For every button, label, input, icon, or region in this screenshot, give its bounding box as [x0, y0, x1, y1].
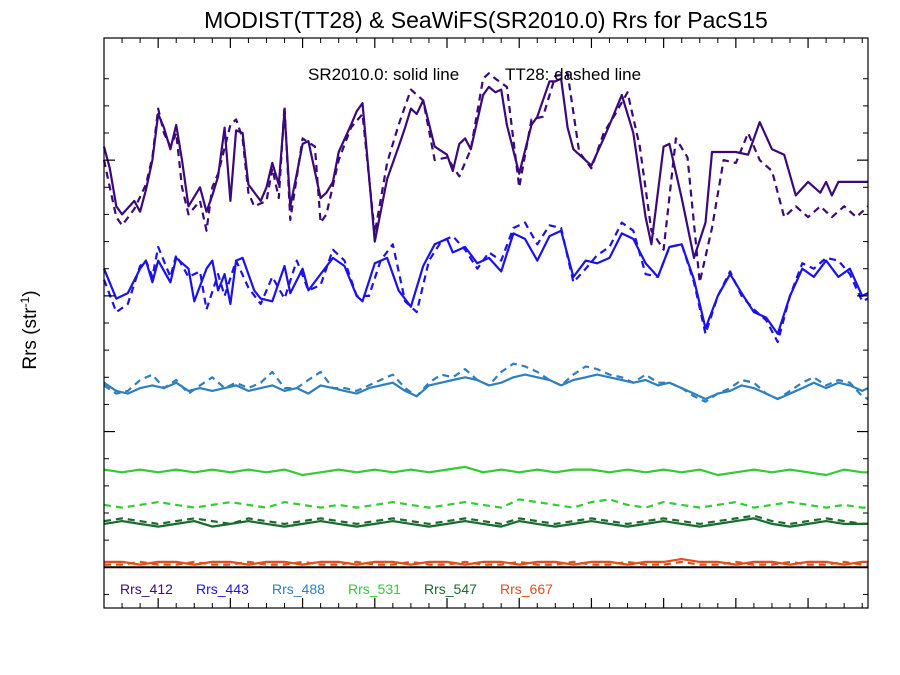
- series-line-rrs-547-dashed: [103, 514, 868, 526]
- y-axis-label: Rrs (str-1): [18, 290, 41, 369]
- legend-label-rrs-488: Rrs_488: [272, 581, 325, 597]
- series-line-rrs-443-solid: [102, 229, 869, 335]
- legend-label-rrs-547: Rrs_547: [424, 581, 477, 597]
- series-line-rrs-531-solid: [103, 465, 868, 477]
- series-line-rrs-488-solid: [103, 373, 869, 401]
- series-line-rrs-667-dashed: [104, 560, 868, 566]
- plot-area: Rrs_412 Rrs_443 Rrs_488 Rrs_531 Rrs_547 Rrs_6…: [102, 37, 869, 609]
- series-line-rrs-531-dashed: [103, 498, 868, 509]
- y-axis-label-superscript: -1: [18, 296, 32, 307]
- y-axis-label-close: ): [20, 290, 41, 296]
- chart-title: MODIST(TT28) & SeaWiFS(SR2010.0) Rrs for…: [204, 7, 768, 33]
- series-line-rrs-488-dashed: [103, 362, 869, 403]
- series-line-rrs-547-solid: [103, 517, 868, 528]
- y-axis-label-text: Rrs (str: [20, 307, 41, 370]
- legend-label-rrs-443: Rrs_443: [196, 581, 249, 597]
- annotation-dashed-line: TT28: dashed line: [505, 65, 641, 84]
- series-line-rrs-443-dashed: [102, 221, 869, 344]
- legend-label-rrs-667: Rrs_667: [500, 581, 553, 597]
- legend-label-rrs-412: Rrs_412: [120, 581, 173, 597]
- series-line-rrs-412-solid: [102, 77, 868, 259]
- legend-label-rrs-531: Rrs_531: [348, 581, 401, 597]
- series-line-rrs-667-solid: [104, 557, 868, 566]
- annotation-solid-line: SR2010.0: solid line: [308, 65, 459, 84]
